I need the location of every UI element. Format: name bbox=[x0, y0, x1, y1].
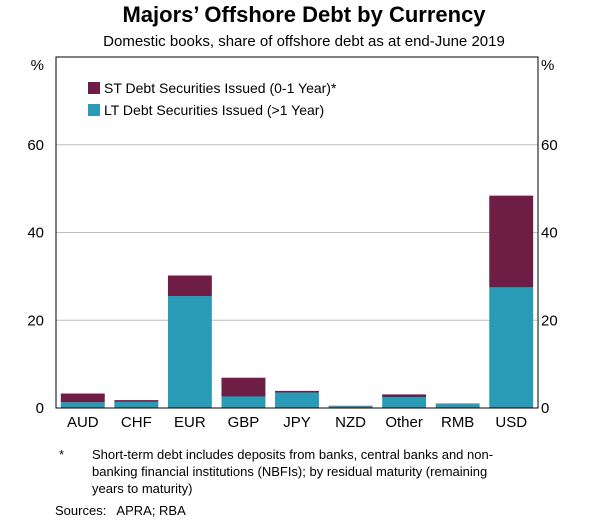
y-tick-label-left: 0 bbox=[36, 400, 44, 417]
x-tick-label: CHF bbox=[121, 414, 152, 431]
bar-other-series-0 bbox=[382, 397, 427, 408]
x-tick-label: NZD bbox=[335, 414, 366, 431]
bar-aud-series-1 bbox=[60, 393, 105, 403]
bar-eur-series-0 bbox=[167, 296, 212, 408]
legend-swatch bbox=[88, 82, 100, 94]
x-tick-label: EUR bbox=[174, 414, 206, 431]
bar-nzd-series-0 bbox=[328, 406, 373, 408]
bar-chf-series-0 bbox=[114, 401, 159, 408]
y-axis-unit-left: % bbox=[31, 57, 44, 74]
bar-usd-series-1 bbox=[489, 195, 534, 288]
bar-aud-series-0 bbox=[60, 402, 105, 408]
bar-jpy-series-1 bbox=[275, 390, 319, 393]
y-tick-label-left: 20 bbox=[27, 312, 44, 329]
bar-gbp-series-1 bbox=[221, 377, 266, 397]
x-tick-label: JPY bbox=[283, 414, 311, 431]
chart-subtitle: Domestic books, share of offshore debt a… bbox=[103, 33, 505, 50]
bar-rmb-series-0 bbox=[435, 404, 480, 408]
legend-label: LT Debt Securities Issued (>1 Year) bbox=[104, 102, 324, 118]
y-tick-label-right: 40 bbox=[541, 225, 558, 242]
legend-label: ST Debt Securities Issued (0-1 Year)* bbox=[104, 80, 337, 96]
x-tick-label: AUD bbox=[67, 414, 99, 431]
footnote-marker: * bbox=[59, 447, 65, 462]
x-tick-label: RMB bbox=[441, 414, 474, 431]
x-tick-label: USD bbox=[495, 414, 527, 431]
y-tick-label-left: 60 bbox=[27, 137, 44, 154]
y-tick-label-left: 40 bbox=[27, 225, 44, 242]
bar-chf-series-1 bbox=[114, 400, 159, 402]
bar-usd-series-0 bbox=[489, 287, 534, 408]
x-tick-label: GBP bbox=[228, 414, 260, 431]
y-tick-label-right: 0 bbox=[541, 400, 549, 417]
x-tick-label: Other bbox=[385, 414, 423, 431]
bar-jpy-series-0 bbox=[275, 392, 319, 408]
y-axis-unit-right: % bbox=[541, 57, 554, 74]
footnote-text: Short-term debt includes deposits from b… bbox=[92, 447, 494, 496]
bar-gbp-series-0 bbox=[221, 396, 266, 408]
y-tick-label-right: 20 bbox=[541, 312, 558, 329]
bar-other-series-1 bbox=[382, 394, 427, 398]
sources: Sources: APRA; RBA bbox=[55, 503, 186, 518]
bar-eur-series-1 bbox=[167, 275, 212, 297]
y-tick-label-right: 60 bbox=[541, 137, 558, 154]
legend-swatch bbox=[88, 104, 100, 116]
chart-title: Majors’ Offshore Debt by Currency bbox=[122, 2, 486, 27]
plot-frame bbox=[55, 56, 539, 409]
